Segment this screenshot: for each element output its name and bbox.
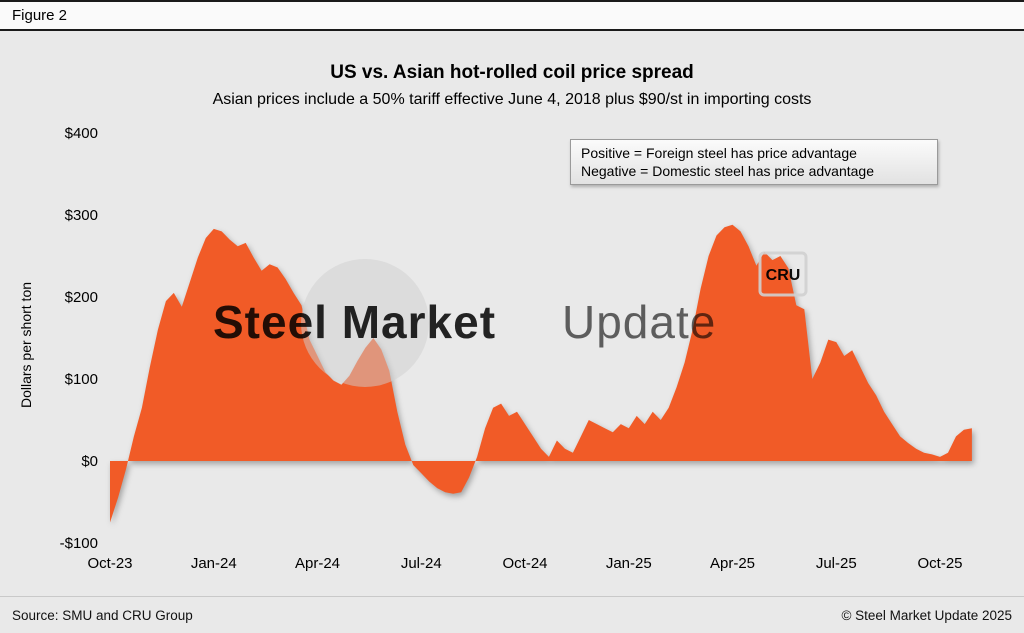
chart-subtitle: Asian prices include a 50% tariff effect… bbox=[212, 91, 812, 108]
legend-note: Positive = Foreign steel has price advan… bbox=[570, 139, 938, 185]
figure-label: Figure 2 bbox=[12, 7, 68, 24]
cru-badge-label: CRU bbox=[766, 267, 801, 284]
x-tick-label: Jan-24 bbox=[191, 555, 237, 572]
x-tick-label: Oct-24 bbox=[502, 555, 547, 572]
legend-line-negative: Negative = Domestic steel has price adva… bbox=[581, 163, 874, 179]
watermark-text-light: Update bbox=[562, 296, 716, 348]
y-tick-label: $0 bbox=[81, 453, 98, 470]
x-tick-label: Jul-24 bbox=[401, 555, 442, 572]
y-axis-title: Dollars per short ton bbox=[18, 281, 34, 409]
chart-title: US vs. Asian hot-rolled coil price sprea… bbox=[330, 62, 694, 83]
source-text: Source: SMU and CRU Group bbox=[12, 607, 193, 623]
y-tick-label: -$100 bbox=[60, 535, 98, 552]
chart-region: Steel Market Update CRU $400 $300 $200 $100 $0 -… bbox=[0, 31, 1024, 596]
chart-svg: Steel Market Update CRU $400 $300 $200 $100 $0 -… bbox=[60, 125, 972, 572]
figure-header: Figure 2 bbox=[0, 0, 1024, 31]
y-tick-label: $400 bbox=[65, 125, 98, 142]
copyright-text: © Steel Market Update 2025 bbox=[841, 607, 1012, 623]
x-tick-label: Oct-25 bbox=[917, 555, 962, 572]
spread-area-series bbox=[110, 224, 972, 523]
x-tick-label: Jan-25 bbox=[606, 555, 652, 572]
y-tick-label: $100 bbox=[65, 371, 98, 388]
x-tick-label: Oct-23 bbox=[87, 555, 132, 572]
x-tick-label: Apr-24 bbox=[295, 555, 340, 572]
cru-badge-box bbox=[758, 251, 808, 297]
footer: Source: SMU and CRU Group © Steel Market… bbox=[0, 596, 1024, 633]
x-tick-label: Apr-25 bbox=[710, 555, 755, 572]
x-tick-label: Jul-25 bbox=[816, 555, 857, 572]
y-tick-label: $300 bbox=[65, 207, 98, 224]
watermark-text-bold: Steel Market bbox=[213, 296, 496, 348]
watermark-circle bbox=[301, 259, 429, 387]
legend-line-positive: Positive = Foreign steel has price advan… bbox=[581, 145, 857, 161]
y-tick-label: $200 bbox=[65, 289, 98, 306]
